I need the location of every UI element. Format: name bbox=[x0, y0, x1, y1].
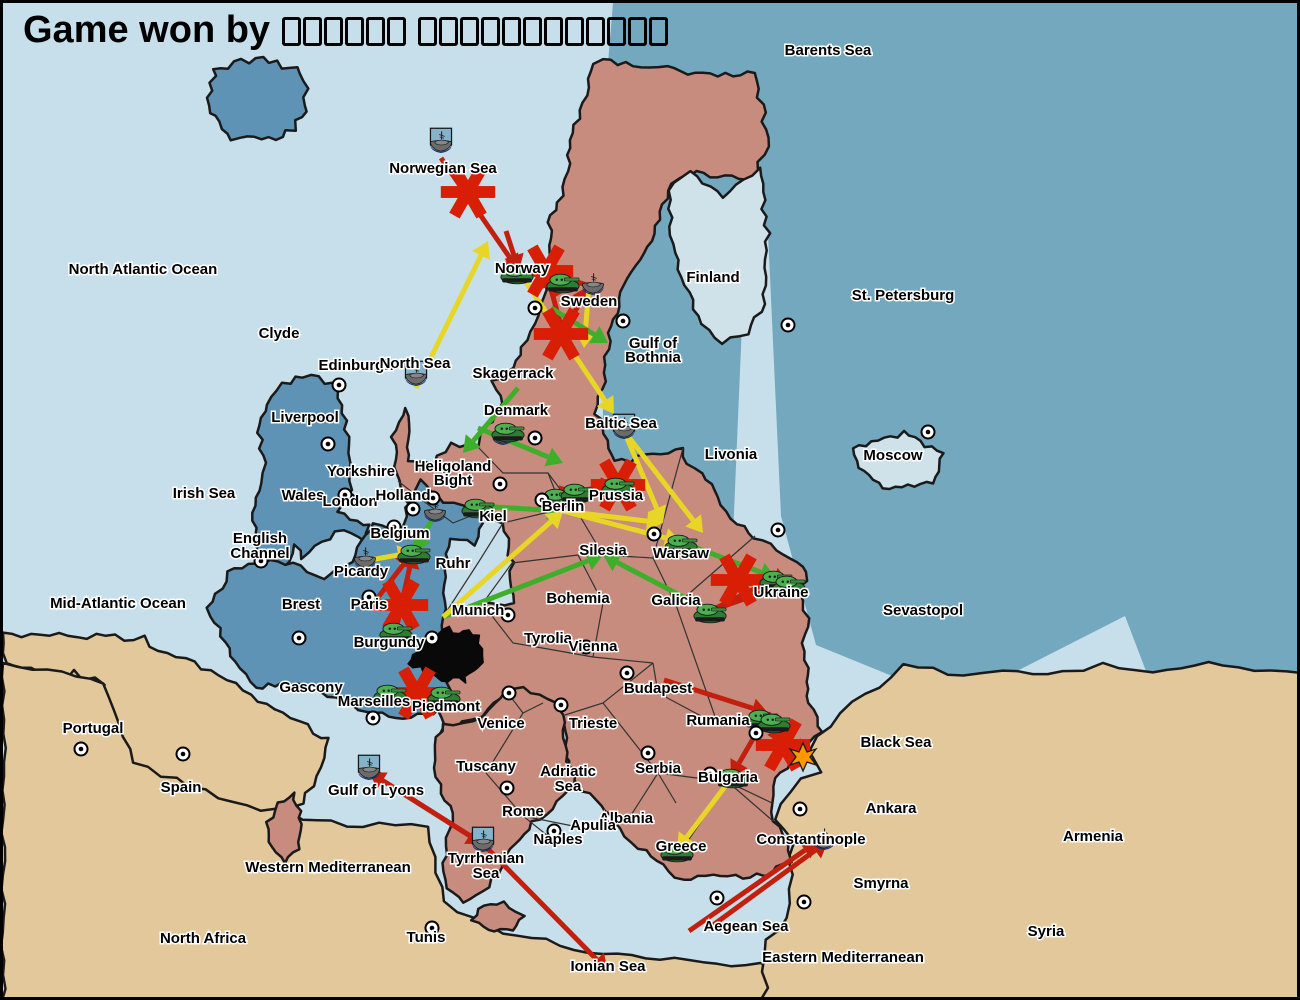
svg-text:Channel: Channel bbox=[230, 545, 289, 562]
svg-text:Mid-Atlantic Ocean: Mid-Atlantic Ocean bbox=[50, 595, 186, 612]
svg-text:St. Petersburg: St. Petersburg bbox=[852, 287, 955, 304]
svg-text:Ankara: Ankara bbox=[866, 800, 918, 817]
svg-text:Irish Sea: Irish Sea bbox=[173, 485, 236, 502]
svg-text:Eastern Mediterranean: Eastern Mediterranean bbox=[762, 949, 924, 966]
svg-text:Wales: Wales bbox=[282, 487, 325, 504]
svg-text:Apulia: Apulia bbox=[570, 817, 616, 834]
svg-text:Silesia: Silesia bbox=[579, 542, 627, 559]
svg-text:Bothnia: Bothnia bbox=[625, 349, 681, 366]
svg-text:Tyrolia: Tyrolia bbox=[524, 630, 573, 647]
svg-text:Spain: Spain bbox=[161, 779, 202, 796]
svg-text:Black Sea: Black Sea bbox=[861, 734, 933, 751]
svg-text:Skagerrack: Skagerrack bbox=[473, 365, 555, 382]
svg-text:North Atlantic Ocean: North Atlantic Ocean bbox=[69, 261, 218, 278]
svg-text:Holland: Holland bbox=[376, 487, 431, 504]
svg-text:Belgium: Belgium bbox=[370, 525, 429, 542]
svg-text:Syria: Syria bbox=[1028, 923, 1065, 940]
svg-text:Rumania: Rumania bbox=[686, 712, 750, 729]
svg-text:Marseilles: Marseilles bbox=[338, 693, 411, 710]
svg-text:Sevastopol: Sevastopol bbox=[883, 602, 963, 619]
svg-text:Burgundy: Burgundy bbox=[354, 634, 425, 651]
svg-text:Armenia: Armenia bbox=[1063, 828, 1124, 845]
svg-text:Livonia: Livonia bbox=[705, 446, 758, 463]
svg-text:Kiel: Kiel bbox=[479, 508, 507, 525]
svg-text:Vienna: Vienna bbox=[569, 638, 619, 655]
svg-text:Barents Sea: Barents Sea bbox=[785, 42, 872, 59]
svg-text:Clyde: Clyde bbox=[259, 325, 300, 342]
svg-text:Liverpool: Liverpool bbox=[271, 409, 339, 426]
svg-text:Budapest: Budapest bbox=[624, 680, 692, 697]
svg-text:Tuscany: Tuscany bbox=[456, 758, 516, 775]
svg-text:Sea: Sea bbox=[473, 865, 500, 882]
svg-text:Portugal: Portugal bbox=[63, 720, 124, 737]
svg-text:Norway: Norway bbox=[495, 260, 550, 277]
svg-text:Norwegian Sea: Norwegian Sea bbox=[389, 160, 497, 177]
svg-text:Yorkshire: Yorkshire bbox=[327, 463, 395, 480]
svg-text:Venice: Venice bbox=[477, 715, 525, 732]
svg-text:Baltic Sea: Baltic Sea bbox=[585, 415, 657, 432]
svg-text:Sweden: Sweden bbox=[561, 293, 618, 310]
svg-text:London: London bbox=[323, 493, 378, 510]
svg-text:Gascony: Gascony bbox=[279, 679, 343, 696]
svg-text:Finland: Finland bbox=[686, 269, 739, 286]
svg-text:Galicia: Galicia bbox=[651, 592, 701, 609]
svg-text:Ruhr: Ruhr bbox=[436, 555, 471, 572]
svg-text:Denmark: Denmark bbox=[484, 402, 549, 419]
svg-text:Warsaw: Warsaw bbox=[653, 545, 709, 562]
svg-text:Bight: Bight bbox=[434, 472, 472, 489]
svg-text:Trieste: Trieste bbox=[569, 715, 617, 732]
svg-text:Brest: Brest bbox=[282, 596, 320, 613]
svg-text:Ukraine: Ukraine bbox=[753, 584, 808, 601]
svg-text:Smyrna: Smyrna bbox=[853, 875, 909, 892]
svg-text:Bulgaria: Bulgaria bbox=[698, 769, 759, 786]
svg-text:Moscow: Moscow bbox=[863, 447, 923, 464]
svg-text:Ionian Sea: Ionian Sea bbox=[570, 958, 646, 975]
svg-text:Bohemia: Bohemia bbox=[546, 590, 610, 607]
svg-text:Western Mediterranean: Western Mediterranean bbox=[245, 859, 411, 876]
svg-text:Serbia: Serbia bbox=[635, 760, 682, 777]
svg-text:North Sea: North Sea bbox=[380, 355, 452, 372]
svg-text:North Africa: North Africa bbox=[160, 930, 247, 947]
svg-text:Picardy: Picardy bbox=[334, 563, 389, 580]
svg-text:Berlin: Berlin bbox=[542, 498, 585, 515]
svg-text:Greece: Greece bbox=[656, 838, 707, 855]
svg-text:Constantinople: Constantinople bbox=[756, 831, 865, 848]
svg-text:Aegean Sea: Aegean Sea bbox=[703, 918, 789, 935]
svg-text:Piedmont: Piedmont bbox=[412, 698, 480, 715]
svg-text:Prussia: Prussia bbox=[589, 487, 644, 504]
svg-text:Paris: Paris bbox=[351, 596, 388, 613]
svg-text:Rome: Rome bbox=[502, 803, 544, 820]
svg-text:Sea: Sea bbox=[555, 778, 582, 795]
svg-text:Tunis: Tunis bbox=[407, 929, 446, 946]
svg-text:Gulf of Lyons: Gulf of Lyons bbox=[328, 782, 424, 799]
svg-text:Munich: Munich bbox=[452, 602, 505, 619]
